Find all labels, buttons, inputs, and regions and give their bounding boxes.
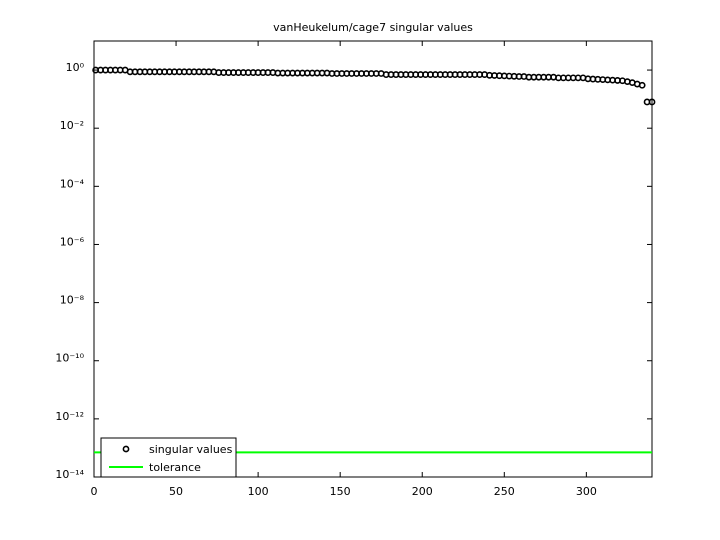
y-tick-label: 10⁰	[66, 61, 85, 74]
singular-value-marker	[638, 81, 646, 89]
x-tick-label: 150	[330, 485, 351, 498]
legend-marker	[122, 445, 130, 453]
y-tick-label: 10⁻⁴	[60, 177, 85, 190]
chart-title: vanHeukelum/cage7 singular values	[273, 21, 473, 34]
x-tick-label: 100	[248, 485, 269, 498]
y-tick-label: 10⁻¹⁰	[55, 352, 84, 365]
singular-value-marker	[648, 98, 656, 106]
y-tick-label: 10⁻²	[60, 119, 84, 132]
x-tick-label: 200	[412, 485, 433, 498]
legend-label: singular values	[149, 443, 233, 456]
legend-box	[100, 437, 237, 478]
x-tick-label: 300	[576, 485, 597, 498]
y-tick-label: 10⁻¹²	[55, 410, 84, 423]
y-tick-label: 10⁻⁶	[60, 235, 85, 248]
legend-label: tolerance	[149, 461, 201, 474]
y-tick-label: 10⁻⁸	[60, 294, 85, 307]
x-tick-label: 50	[169, 485, 183, 498]
plot-frame	[93, 40, 653, 478]
y-tick-label: 10⁻¹⁴	[55, 468, 84, 481]
x-tick-label: 250	[494, 485, 515, 498]
x-tick-label: 0	[91, 485, 98, 498]
